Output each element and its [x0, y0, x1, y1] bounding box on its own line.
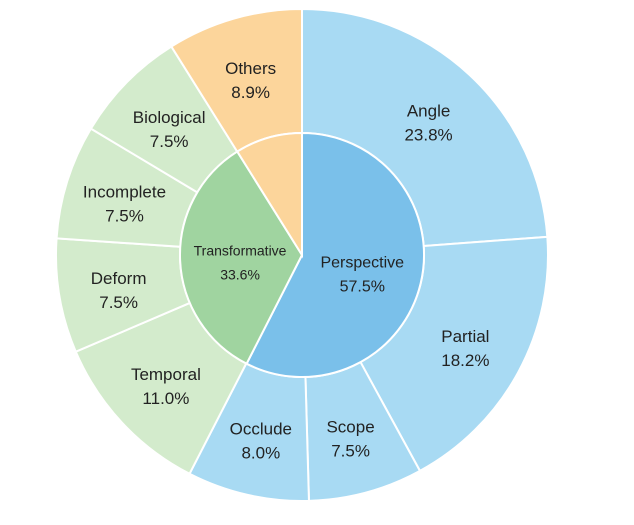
- outer-label-occlude-value: 8.0%: [241, 443, 280, 462]
- outer-label-incomplete-value: 7.5%: [105, 206, 144, 225]
- slice-labels: Angle 23.8% Partial 18.2% Scope 7.5% Occlude 8.…: [83, 59, 490, 462]
- outer-label-temporal-name: Temporal: [131, 365, 201, 384]
- outer-label-others-name: Others: [225, 59, 276, 78]
- outer-label-biological-name: Biological: [133, 108, 206, 127]
- outer-label-incomplete-name: Incomplete: [83, 182, 166, 201]
- outer-label-biological-value: 7.5%: [150, 132, 189, 151]
- outer-label-angle-name: Angle: [407, 102, 450, 121]
- inner-slice-transformative: [179, 150, 304, 366]
- outer-label-scope-value: 7.5%: [331, 442, 370, 461]
- inner-ring: [179, 131, 425, 378]
- outer-label-deform-name: Deform: [91, 269, 147, 288]
- inner-label-perspective-value: 57.5%: [340, 278, 385, 295]
- outer-label-scope-name: Scope: [326, 418, 374, 437]
- outer-label-angle-value: 23.8%: [404, 126, 452, 145]
- outer-label-deform-value: 7.5%: [99, 293, 138, 312]
- outer-label-occlude-name: Occlude: [230, 419, 292, 438]
- outer-label-temporal-value: 11.0%: [142, 389, 189, 408]
- outer-label-others-value: 8.9%: [231, 83, 270, 102]
- outer-ring: [55, 7, 549, 502]
- inner-label-transformative-name: Transformative: [194, 243, 287, 259]
- outer-label-partial-name: Partial: [441, 327, 489, 346]
- inner-slice-perspective: [245, 131, 425, 378]
- outer-label-partial-value: 18.2%: [441, 351, 489, 370]
- inner-label-perspective-name: Perspective: [320, 254, 404, 271]
- inner-slice-others: [235, 131, 303, 259]
- inner-label-transformative-value: 33.6%: [220, 267, 260, 283]
